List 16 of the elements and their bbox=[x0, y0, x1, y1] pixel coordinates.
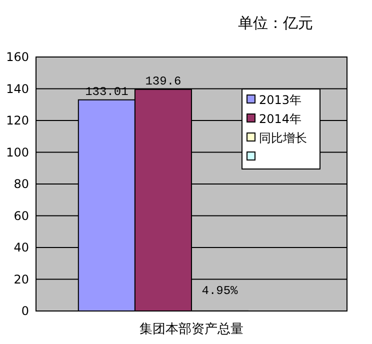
y-tick-label: 20 bbox=[14, 272, 29, 286]
y-tick-label: 160 bbox=[6, 50, 29, 64]
y-tick-label: 40 bbox=[14, 240, 29, 254]
legend-label: 同比增长 bbox=[259, 131, 307, 145]
y-tick-label: 100 bbox=[6, 145, 29, 160]
x-tick-label: 集团本部资产总量 bbox=[140, 322, 244, 337]
y-tick-label: 120 bbox=[6, 114, 29, 128]
text: 单位：亿元 bbox=[238, 14, 313, 32]
legend-label: 2014年 bbox=[259, 112, 302, 126]
y-tick-label: 140 bbox=[6, 82, 29, 96]
data-label: 139.6 bbox=[145, 74, 182, 88]
y-tick-label: 80 bbox=[14, 177, 29, 191]
legend-label: 2013年 bbox=[259, 93, 302, 107]
y-tick-label: 0 bbox=[21, 304, 29, 318]
data-label: 4.95% bbox=[202, 284, 239, 298]
y-tick-label: 60 bbox=[14, 208, 29, 223]
